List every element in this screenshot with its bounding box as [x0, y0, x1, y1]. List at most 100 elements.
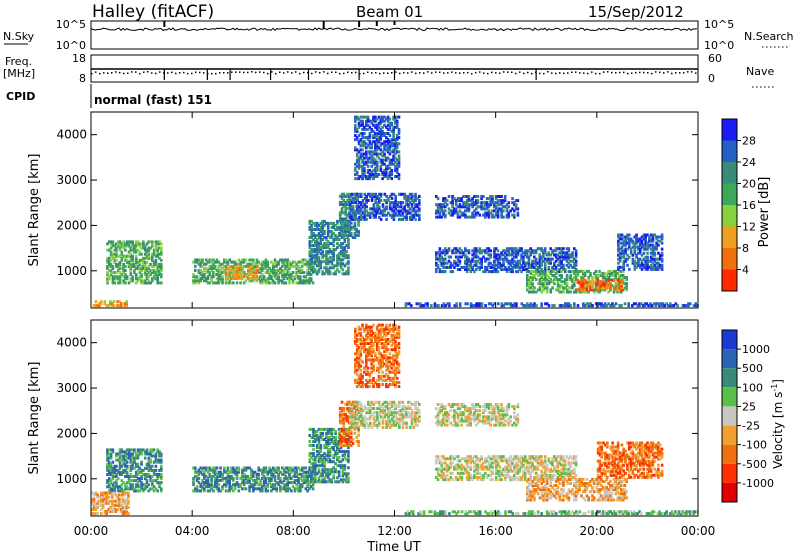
heatmap-cell	[484, 249, 487, 253]
heatmap-cell	[513, 213, 516, 217]
heatmap-cell	[131, 466, 134, 470]
nave-dot	[695, 72, 697, 74]
heatmap-cell	[491, 209, 494, 213]
heatmap-cell	[131, 240, 134, 244]
heatmap-cell	[115, 458, 118, 462]
heatmap-cell	[118, 277, 122, 281]
heatmap-cell	[657, 235, 660, 239]
heatmap-cell	[392, 215, 396, 219]
heatmap-cell	[108, 248, 111, 252]
heatmap-cell	[147, 275, 151, 279]
heatmap-cell	[514, 203, 518, 207]
heatmap-cell	[644, 243, 647, 247]
heatmap-cell	[206, 275, 210, 279]
heatmap-cell	[346, 213, 349, 217]
heatmap-cell	[219, 479, 222, 482]
heatmap-cell	[547, 276, 551, 279]
heatmap-cell	[106, 267, 109, 270]
heatmap-cell	[255, 262, 259, 266]
heatmap-cell	[571, 278, 574, 282]
heatmap-cell	[107, 508, 110, 511]
heatmap-cell	[397, 162, 401, 166]
heatmap-cell	[440, 263, 443, 267]
heatmap-cell	[379, 168, 383, 172]
heatmap-cell	[482, 270, 485, 274]
heatmap-cell	[261, 487, 264, 491]
heatmap-cell	[91, 508, 94, 511]
heatmap-cell	[556, 288, 560, 292]
heatmap-cell	[123, 302, 127, 306]
heatmap-cell	[332, 244, 335, 248]
heatmap-cell	[317, 476, 321, 480]
heatmap-cell	[379, 138, 383, 142]
heatmap-cell	[370, 144, 373, 148]
heatmap-cell	[352, 209, 356, 213]
heatmap-cell	[123, 493, 127, 497]
heatmap-cell	[482, 195, 485, 198]
heatmap-cell	[567, 253, 571, 257]
nave-dot	[291, 72, 293, 74]
heatmap-cell	[315, 248, 319, 252]
heatmap-cell	[381, 209, 385, 213]
nave-dot	[671, 72, 673, 75]
heatmap-cell	[525, 268, 529, 271]
heatmap-cell	[311, 260, 315, 264]
heatmap-cell	[509, 270, 512, 274]
heatmap-cell	[352, 217, 356, 221]
heatmap-cell	[282, 264, 286, 268]
heatmap-cell	[491, 199, 494, 203]
heatmap-cell	[471, 203, 474, 207]
heatmap-cell	[379, 164, 383, 168]
nave-dot	[227, 72, 229, 74]
heatmap-cell	[203, 487, 206, 491]
heatmap-cell	[410, 199, 414, 202]
heatmap-cell	[195, 277, 199, 281]
heatmap-cell	[261, 489, 264, 493]
heatmap-cell	[151, 448, 154, 452]
heatmap-cell	[295, 271, 298, 274]
heatmap-cell	[336, 242, 339, 246]
heatmap-cell	[576, 271, 580, 275]
nave-dot	[587, 72, 589, 75]
heatmap-cell	[212, 275, 215, 279]
heatmap-cell	[354, 115, 357, 119]
heatmap-cell	[637, 257, 640, 261]
heatmap-cell	[507, 259, 511, 263]
heatmap-cell	[478, 302, 482, 306]
heatmap-cell	[199, 271, 202, 274]
heatmap-cell	[204, 271, 208, 274]
heatmap-cell	[140, 483, 143, 487]
heatmap-cell	[158, 262, 161, 266]
nave-dot	[683, 72, 685, 74]
heatmap-cell	[125, 470, 129, 474]
heatmap-cell	[394, 207, 397, 211]
heatmap-cell	[143, 466, 147, 470]
heatmap-cell	[349, 213, 353, 217]
heatmap-cell	[469, 304, 473, 308]
heatmap-cell	[116, 495, 119, 499]
heatmap-cell	[308, 480, 312, 484]
heatmap-cell	[354, 215, 357, 219]
heatmap-cell	[236, 273, 239, 276]
heatmap-cell	[594, 278, 598, 282]
heatmap-cell	[124, 254, 127, 258]
heatmap-cell	[291, 485, 295, 489]
heatmap-cell	[433, 302, 437, 306]
heatmap-cell	[319, 226, 323, 229]
heatmap-cell	[282, 470, 286, 474]
heatmap-cell	[145, 250, 149, 254]
heatmap-cell	[124, 458, 127, 462]
heatmap-cell	[379, 166, 383, 170]
heatmap-cell	[558, 259, 561, 263]
heatmap-cell	[460, 213, 463, 217]
heatmap-cell	[154, 460, 158, 464]
heatmap-cell	[286, 476, 289, 480]
heatmap-cell	[366, 119, 370, 123]
heatmap-cell	[312, 444, 315, 447]
heatmap-cell	[442, 261, 445, 265]
heatmap-cell	[385, 144, 388, 148]
nave-dot	[339, 72, 341, 75]
heatmap-cell	[111, 468, 115, 472]
heatmap-cell	[244, 487, 248, 491]
heatmap-cell	[342, 211, 346, 215]
